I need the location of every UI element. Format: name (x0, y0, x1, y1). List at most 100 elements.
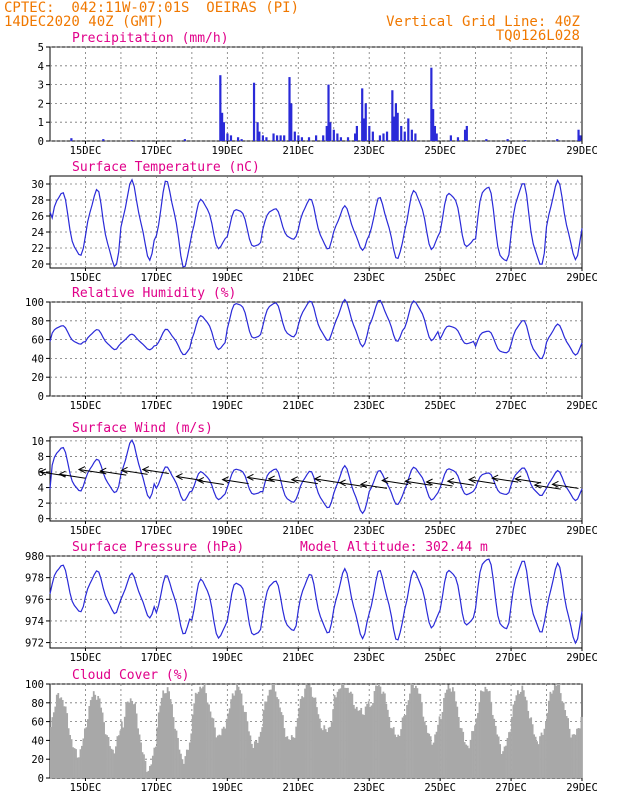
precip-bar (256, 122, 259, 141)
cloud-cover-bar (341, 684, 343, 778)
x-tick-label: 15DEC (70, 525, 102, 537)
cloud-cover-bar (564, 710, 567, 778)
x-tick-label: 17DEC (141, 782, 173, 794)
cloud-cover-bar (129, 698, 132, 778)
wind-arrow-head (313, 475, 322, 483)
x-tick-label: 23DEC (353, 272, 385, 284)
precip-bar (394, 103, 397, 141)
cloud-cover-bar (561, 701, 564, 778)
cloud-cover-bar (379, 686, 382, 778)
cloud-cover-bar (196, 693, 199, 778)
cloud-cover-bar (487, 691, 490, 778)
wind-arrow-shaft (247, 476, 274, 482)
cloud-cover-bar (110, 748, 113, 778)
cloud-cover-bar (107, 737, 110, 778)
x-tick-label: 15DEC (70, 782, 102, 794)
cloud-cover-bar (70, 739, 73, 778)
header-date: 14DEC2020 40Z (GMT) (4, 14, 165, 30)
cloud-cover-bar (239, 690, 241, 778)
y-tick-label: 80 (31, 316, 44, 328)
panel-title: Surface Wind (m/s) (72, 421, 213, 436)
cloud-cover-bar (58, 698, 61, 778)
precip-bar (506, 139, 509, 141)
precip-bar (354, 133, 357, 141)
cloud-cover-bar (199, 686, 202, 778)
cloud-cover-bar (109, 746, 111, 778)
wind-arrow-head (221, 476, 229, 484)
cloud-cover-bar (477, 713, 479, 778)
panel-frame (49, 46, 583, 142)
wind-arrow-head (338, 479, 346, 487)
cloud-cover-bar (215, 737, 218, 778)
cloud-cover-bar (126, 701, 129, 778)
cloud-cover-bar (104, 734, 107, 778)
cloud-cover-bar (542, 734, 544, 778)
y-tick-label: 10 (31, 436, 44, 448)
x-tick-label: 21DEC (282, 400, 314, 412)
y-tick-label: 28 (31, 195, 44, 207)
cloud-cover-bar (409, 693, 411, 778)
wind-arrow-head (467, 476, 476, 484)
cloud-cover-bar (416, 688, 419, 778)
precip-bar (382, 133, 385, 141)
cloud-cover-bar (549, 691, 552, 778)
cloud-cover-bar (277, 699, 280, 778)
x-tick-label: 17DEC (141, 400, 173, 412)
y-tick-label: 60 (31, 717, 44, 729)
panel-title: Surface Pressure (hPa) (72, 540, 244, 555)
cloud-cover-bar (558, 684, 561, 778)
y-tick-label: 976 (25, 594, 44, 606)
precip-bar (463, 129, 467, 141)
cloud-cover-bar (64, 706, 67, 778)
cloud-cover-bar (149, 765, 151, 778)
cloud-cover-bar (211, 717, 213, 778)
panel-title: Surface Temperature (nC) (72, 160, 260, 175)
wind-arrow-head (514, 475, 522, 483)
cloud-cover-bar (451, 687, 454, 778)
cloud-cover-bar (392, 727, 395, 778)
cloud-cover-bar (79, 749, 82, 778)
cloud-cover-bar (508, 732, 510, 778)
cloud-cover-bar (465, 744, 468, 778)
wind-arrow-shaft (382, 479, 409, 485)
y-tick-label: 26 (31, 211, 44, 223)
cloud-cover-bar (516, 690, 519, 778)
precip-bar (236, 137, 240, 141)
cloud-cover-bar (97, 695, 100, 778)
precip-bar (219, 75, 222, 141)
cloud-cover-bar (194, 692, 197, 778)
cloud-cover-bar (307, 684, 309, 778)
cloud-cover-bar (539, 736, 541, 778)
wind-arrow-head (551, 480, 559, 488)
cloud-cover-bar (172, 717, 175, 778)
cloud-cover-bar (157, 712, 160, 778)
wind-arrow-shaft (447, 480, 474, 486)
x-tick-label: 23DEC (353, 652, 385, 664)
cloud-cover-bar (568, 728, 571, 778)
x-tick-label: 25DEC (424, 272, 456, 284)
x-tick-label: 15DEC (70, 145, 102, 157)
cloud-cover-bar (355, 706, 358, 778)
cloud-cover-bar (273, 684, 275, 778)
precip-bar (579, 135, 582, 141)
cloud-cover-bar (55, 694, 58, 778)
cloud-cover-bar (181, 759, 184, 778)
wind-arrow-shaft (197, 479, 224, 485)
cloud-cover-bar (500, 754, 503, 778)
cloud-cover-bar (290, 735, 293, 778)
precip-bar (183, 139, 186, 141)
cloud-cover-bar (552, 690, 555, 778)
cloud-cover-bar (81, 745, 83, 778)
y-tick-label: 40 (31, 735, 44, 747)
cloud-cover-bar (60, 697, 63, 778)
cloud-cover-bar (193, 703, 196, 778)
cloud-cover-bar (577, 728, 580, 778)
x-tick-label: 29DEC (566, 400, 598, 412)
cloud-cover-bar (208, 704, 210, 778)
precip-bar (414, 133, 417, 141)
x-tick-label: 15DEC (70, 652, 102, 664)
wind-arrow-head (290, 476, 298, 484)
cloud-cover-bar (401, 717, 404, 778)
cloud-cover-bar (246, 721, 249, 778)
precip-bar (362, 118, 366, 141)
